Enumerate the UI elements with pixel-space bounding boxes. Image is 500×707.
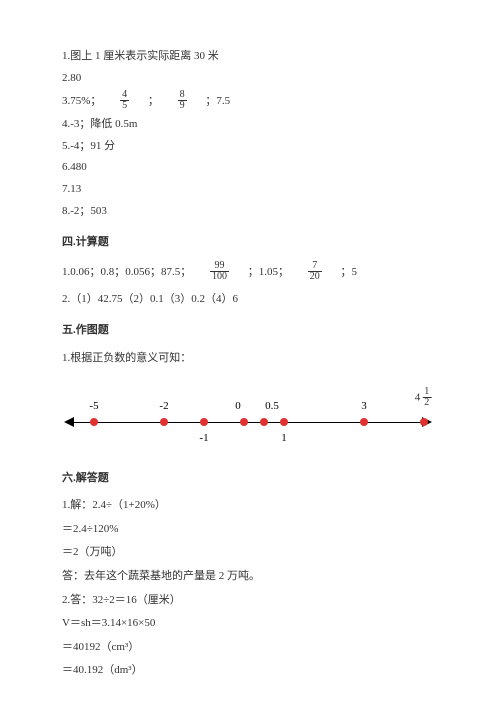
- ans-2-step2: V＝sh＝3.14×16×50: [62, 615, 438, 633]
- number-line-label: 3: [361, 398, 367, 416]
- text: ；5: [341, 266, 358, 278]
- number-line: -5-2-100.513412: [62, 392, 442, 452]
- number-line-dot: [200, 418, 208, 426]
- number-line-label: -1: [199, 430, 208, 448]
- text: 1.0.06；0.8；0.056；87.5；: [62, 266, 191, 278]
- fraction-99-100: 99100: [210, 261, 229, 282]
- item-1: 1.图上 1 厘米表示实际距离 30 米: [62, 48, 438, 66]
- ans-1-step1: 1.解：2.4÷（1+20%）: [62, 497, 438, 515]
- section-6-title: 六.解答题: [62, 470, 438, 488]
- ans-1-final: 答：去年这个蔬菜基地的产量是 2 万吨。: [62, 568, 438, 586]
- ans-2-step3: ＝40192（cm³）: [62, 639, 438, 657]
- text: ；7.5: [205, 95, 230, 107]
- item-4: 4.-3；降低 0.5m: [62, 116, 438, 134]
- number-line-label: 0: [235, 398, 241, 416]
- ans-2-step1: 2.答：32÷2＝16（厘米）: [62, 592, 438, 610]
- number-line-dot: [360, 418, 368, 426]
- ans-1-step3: ＝2（万吨）: [62, 544, 438, 562]
- draw-intro: 1.根据正负数的意义可知：: [62, 350, 438, 368]
- number-line-mixed-label: 412: [415, 388, 434, 409]
- number-line-dot: [160, 418, 168, 426]
- number-line-label: -5: [89, 398, 98, 416]
- number-line-dot: [90, 418, 98, 426]
- item-7: 7.13: [62, 181, 438, 199]
- number-line-dot: [260, 418, 268, 426]
- number-line-label: 1: [281, 430, 287, 448]
- text: 3.75%；: [62, 95, 101, 107]
- text: ；: [148, 95, 159, 107]
- calc-1: 1.0.06；0.8；0.056；87.5； 99100 ；1.05； 720 …: [62, 262, 438, 283]
- item-2: 2.80: [62, 70, 438, 88]
- section-5-title: 五.作图题: [62, 322, 438, 340]
- number-line-label: -2: [159, 398, 168, 416]
- fraction-8-9: 89: [178, 90, 187, 111]
- fraction-7-20: 720: [308, 261, 322, 282]
- number-line-axis: [74, 422, 422, 423]
- arrow-left-icon: [64, 417, 74, 427]
- calc-2: 2.（1）42.75（2）0.1（3）0.2（4）6: [62, 291, 438, 309]
- text: ；1.05；: [248, 266, 289, 278]
- ans-1-step2: ＝2.4÷120%: [62, 521, 438, 539]
- item-6: 6.480: [62, 159, 438, 177]
- ans-2-step4: ＝40.192（dm³）: [62, 662, 438, 680]
- item-8: 8.-2；503: [62, 203, 438, 221]
- item-5: 5.-4；91 分: [62, 138, 438, 156]
- section-4-title: 四.计算题: [62, 234, 438, 252]
- item-3: 3.75%； 45 ； 89 ；7.5: [62, 91, 438, 112]
- number-line-dot: [420, 418, 428, 426]
- number-line-label: 0.5: [265, 398, 279, 416]
- number-line-dot: [280, 418, 288, 426]
- fraction-4-5: 45: [120, 90, 129, 111]
- number-line-dot: [240, 418, 248, 426]
